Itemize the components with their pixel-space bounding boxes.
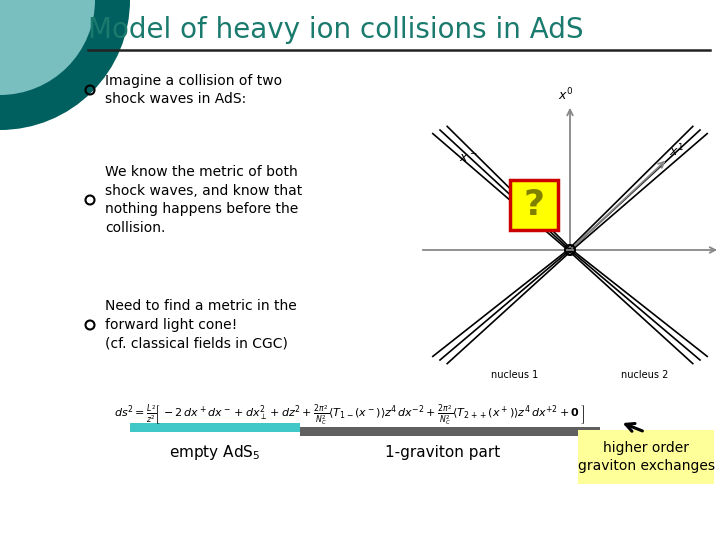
Text: Imagine a collision of two
shock waves in AdS:: Imagine a collision of two shock waves i… [105,73,282,106]
Text: nucleus 1: nucleus 1 [491,370,539,380]
FancyBboxPatch shape [578,430,714,484]
Wedge shape [0,0,95,95]
Bar [130,423,300,432]
Bar [300,427,600,436]
Text: 1-graviton part: 1-graviton part [385,444,500,460]
Text: ?: ? [523,188,544,222]
Text: $x^0$: $x^0$ [558,87,574,103]
Text: Model of heavy ion collisions in AdS: Model of heavy ion collisions in AdS [88,16,583,44]
Text: We know the metric of both
shock waves, and know that
nothing happens before the: We know the metric of both shock waves, … [105,165,302,235]
Text: $x^1$: $x^1$ [669,143,684,159]
Text: empty AdS$_5$: empty AdS$_5$ [169,442,261,462]
FancyBboxPatch shape [510,180,558,230]
Text: Need to find a metric in the
forward light cone!
(cf. classical fields in CGC): Need to find a metric in the forward lig… [105,299,297,351]
Text: nucleus 2: nucleus 2 [621,370,669,380]
Text: $ds^2 = \frac{L^2}{z^2}\!\left[\,-2\,dx^+dx^- + dx_\perp^2 + dz^2 + \frac{2\pi^2: $ds^2 = \frac{L^2}{z^2}\!\left[\,-2\,dx^… [114,403,585,427]
Text: $x^-$: $x^-$ [459,152,478,165]
Text: higher order
graviton exchanges: higher order graviton exchanges [577,441,714,473]
Wedge shape [0,0,130,130]
